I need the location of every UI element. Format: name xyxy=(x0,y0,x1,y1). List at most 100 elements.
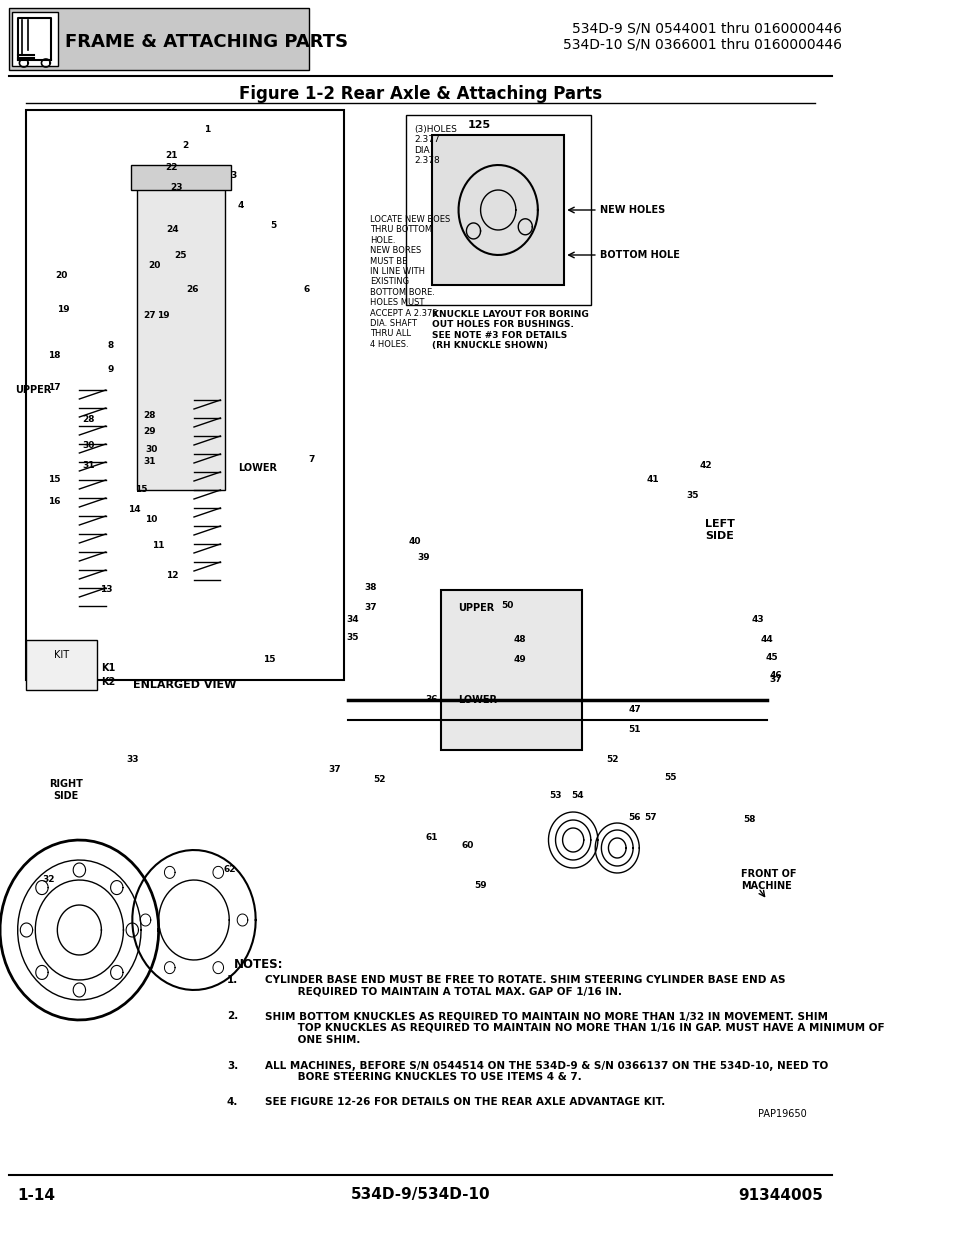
Text: 15: 15 xyxy=(49,475,61,484)
Text: 9: 9 xyxy=(108,366,114,374)
Text: PAP19650: PAP19650 xyxy=(758,1109,806,1119)
Text: 7: 7 xyxy=(308,456,314,464)
Text: 19: 19 xyxy=(156,310,170,320)
Text: 37: 37 xyxy=(364,603,376,611)
Text: 61: 61 xyxy=(425,834,437,842)
Text: KNUCKLE LAYOUT FOR BORING
OUT HOLES FOR BUSHINGS.
SEE NOTE #3 FOR DETAILS
(RH KN: KNUCKLE LAYOUT FOR BORING OUT HOLES FOR … xyxy=(432,310,588,351)
Text: 534D-10 S/N 0366001 thru 0160000446: 534D-10 S/N 0366001 thru 0160000446 xyxy=(562,38,841,52)
Text: 91344005: 91344005 xyxy=(738,1188,822,1203)
Bar xyxy=(9,7,309,70)
Text: SEE FIGURE 12-26 FOR DETAILS ON THE REAR AXLE ADVANTAGE KIT.: SEE FIGURE 12-26 FOR DETAILS ON THE REAR… xyxy=(264,1097,664,1108)
Text: 54: 54 xyxy=(571,790,583,799)
Text: FRONT OF
MACHINE: FRONT OF MACHINE xyxy=(740,869,796,890)
Text: 1: 1 xyxy=(204,126,210,135)
Text: 21: 21 xyxy=(166,151,178,159)
Text: 32: 32 xyxy=(42,876,54,884)
Text: SHIM BOTTOM KNUCKLES AS REQUIRED TO MAINTAIN NO MORE THAN 1/32 IN MOVEMENT. SHIM: SHIM BOTTOM KNUCKLES AS REQUIRED TO MAIN… xyxy=(264,1011,883,1045)
Text: 5: 5 xyxy=(270,221,276,230)
Text: 25: 25 xyxy=(174,251,187,259)
Text: 39: 39 xyxy=(416,553,429,562)
Text: 35: 35 xyxy=(346,632,358,641)
Text: 29: 29 xyxy=(144,427,156,436)
Text: 41: 41 xyxy=(645,475,659,484)
Bar xyxy=(432,135,564,285)
Text: 43: 43 xyxy=(751,615,764,625)
Text: BOTTOM HOLE: BOTTOM HOLE xyxy=(599,249,679,261)
Bar xyxy=(131,165,231,190)
Text: 20: 20 xyxy=(55,270,68,279)
Text: 52: 52 xyxy=(373,776,385,784)
Text: 45: 45 xyxy=(764,653,777,662)
Text: 37: 37 xyxy=(769,676,781,684)
Bar xyxy=(440,590,581,750)
Text: 58: 58 xyxy=(742,815,755,825)
Text: 31: 31 xyxy=(144,457,156,467)
Text: 49: 49 xyxy=(514,656,526,664)
Text: 50: 50 xyxy=(500,600,513,610)
Text: LOWER: LOWER xyxy=(238,463,276,473)
Text: 27: 27 xyxy=(144,310,156,320)
Text: 62: 62 xyxy=(223,866,235,874)
Text: 44: 44 xyxy=(760,636,773,645)
Text: 33: 33 xyxy=(126,756,138,764)
Text: 34: 34 xyxy=(346,615,358,625)
Text: 2.: 2. xyxy=(227,1011,238,1021)
Text: 35: 35 xyxy=(685,490,698,499)
Text: 51: 51 xyxy=(628,725,640,735)
Text: 10: 10 xyxy=(145,515,157,525)
Text: 28: 28 xyxy=(82,415,94,425)
Text: 6: 6 xyxy=(303,285,310,294)
Text: 31: 31 xyxy=(82,461,94,469)
Text: 15: 15 xyxy=(134,485,147,494)
Text: 26: 26 xyxy=(186,285,198,294)
Text: 12: 12 xyxy=(166,571,178,579)
Text: 22: 22 xyxy=(166,163,178,173)
Text: 42: 42 xyxy=(699,461,711,469)
Text: FRAME & ATTACHING PARTS: FRAME & ATTACHING PARTS xyxy=(65,33,348,51)
Text: 48: 48 xyxy=(514,636,526,645)
Text: K2: K2 xyxy=(101,677,115,687)
Text: 11: 11 xyxy=(152,541,165,550)
Text: 18: 18 xyxy=(49,351,61,359)
Bar xyxy=(12,12,58,65)
Bar xyxy=(27,640,97,690)
Text: 4: 4 xyxy=(237,200,244,210)
Text: Figure 1-2 Rear Axle & Attaching Parts: Figure 1-2 Rear Axle & Attaching Parts xyxy=(239,85,601,103)
Text: 20: 20 xyxy=(148,261,160,269)
Text: 3: 3 xyxy=(231,170,236,179)
Text: RIGHT
SIDE: RIGHT SIDE xyxy=(50,779,83,800)
Text: 14: 14 xyxy=(128,505,140,515)
Bar xyxy=(136,170,225,490)
Text: 15: 15 xyxy=(262,656,274,664)
Text: 19: 19 xyxy=(57,305,70,315)
Text: 36: 36 xyxy=(425,695,437,704)
Text: 46: 46 xyxy=(769,671,781,679)
Text: UPPER: UPPER xyxy=(458,603,495,613)
Text: LOWER: LOWER xyxy=(458,695,497,705)
Bar xyxy=(27,110,343,680)
Text: 125: 125 xyxy=(467,120,490,130)
Text: 57: 57 xyxy=(644,814,657,823)
Text: 30: 30 xyxy=(145,445,157,453)
Text: CYLINDER BASE END MUST BE FREE TO ROTATE. SHIM STEERING CYLINDER BASE END AS
   : CYLINDER BASE END MUST BE FREE TO ROTATE… xyxy=(264,974,784,997)
Text: 1-14: 1-14 xyxy=(17,1188,55,1203)
Text: LOCATE NEW BOES
THRU BOTTOM
HOLE.
NEW BORES
MUST BE
IN LINE WITH
EXISTING
BOTTOM: LOCATE NEW BOES THRU BOTTOM HOLE. NEW BO… xyxy=(370,215,450,348)
Text: KIT: KIT xyxy=(54,650,70,659)
Text: 40: 40 xyxy=(408,537,420,547)
Text: 55: 55 xyxy=(663,773,676,783)
Text: 28: 28 xyxy=(144,410,156,420)
Text: NOTES:: NOTES: xyxy=(233,958,283,971)
Text: 2: 2 xyxy=(182,141,188,149)
Text: 13: 13 xyxy=(99,585,112,594)
Text: 30: 30 xyxy=(82,441,94,450)
Text: 59: 59 xyxy=(474,881,486,889)
Bar xyxy=(405,115,590,305)
Text: LEFT
SIDE: LEFT SIDE xyxy=(704,519,735,541)
Text: ALL MACHINES, BEFORE S/N 0544514 ON THE 534D-9 & S/N 0366137 ON THE 534D-10, NEE: ALL MACHINES, BEFORE S/N 0544514 ON THE … xyxy=(264,1061,827,1082)
Text: 1.: 1. xyxy=(227,974,238,986)
Text: 17: 17 xyxy=(49,384,61,393)
Text: 47: 47 xyxy=(628,705,640,715)
Text: UPPER: UPPER xyxy=(15,385,51,395)
Text: 23: 23 xyxy=(170,184,182,193)
Text: 3.: 3. xyxy=(227,1061,238,1071)
